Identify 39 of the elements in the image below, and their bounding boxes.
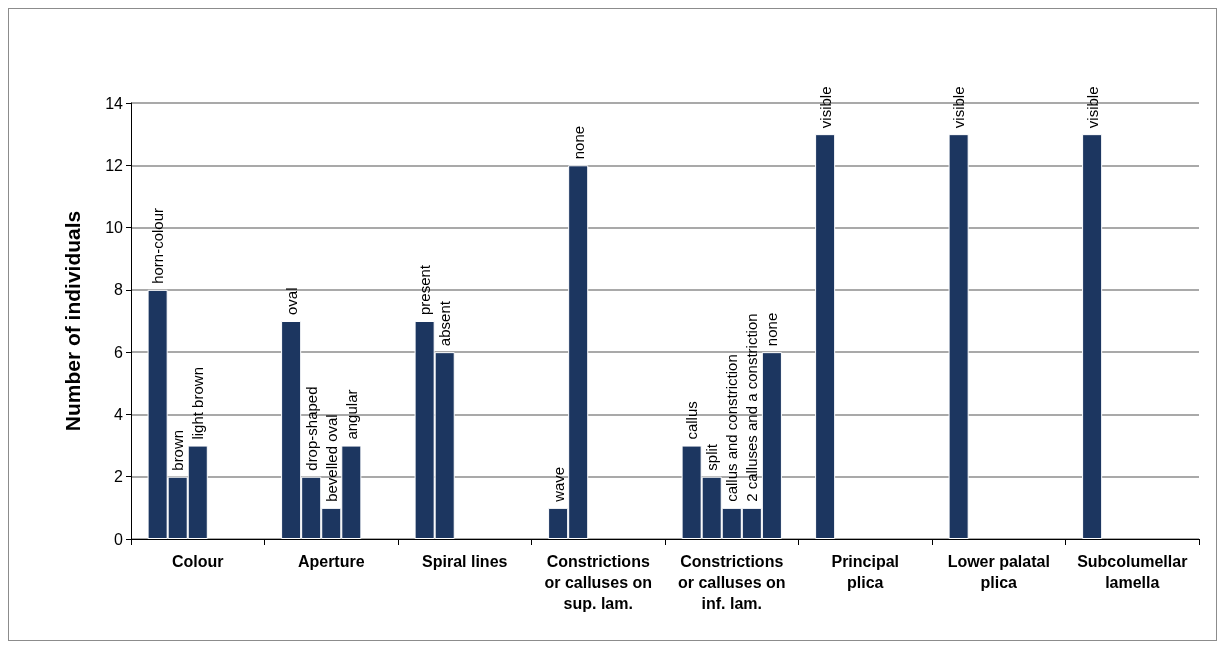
x-tick-label: Constrictions or calluses on inf. lam. (677, 553, 786, 612)
x-tick-label: Colour (171, 553, 224, 570)
bar (1082, 134, 1103, 539)
annotation: callus and constriction (723, 354, 741, 502)
annotation: 2 calluses and a constriction (743, 313, 761, 502)
y-tick-label: 4 (114, 405, 124, 423)
y-tick-label: 6 (114, 343, 124, 361)
x-tick-label: Spiral lines (422, 553, 508, 570)
annotation: split (703, 443, 721, 471)
annotation: brown (169, 429, 187, 471)
bar (815, 134, 836, 539)
annotation: visible (950, 86, 968, 129)
annotation: visible (1083, 86, 1101, 129)
y-tick-label: 12 (105, 156, 124, 174)
y-tick-label: 2 (114, 468, 124, 486)
y-axis-title: Number of individuals (61, 210, 84, 432)
x-tick-label: Constrictions or calluses on sup. lam. (544, 553, 653, 612)
annotation: drop-shaped (302, 386, 320, 471)
annotation: oval (282, 287, 300, 315)
annotation: none (763, 312, 781, 347)
y-tick-label: 10 (105, 219, 124, 237)
annotation: angular (342, 389, 360, 440)
x-tick-label: Subcolumellar lamella (1077, 553, 1188, 591)
annotation: present (416, 264, 434, 315)
x-tick-label: Principal plica (831, 553, 900, 591)
annotation: bevelled oval (322, 414, 340, 502)
annotation: horn-colour (149, 207, 167, 284)
annotation: absent (436, 300, 454, 347)
y-tick-label: 0 (114, 530, 124, 548)
annotation: wave (549, 466, 567, 503)
y-tick-label: 14 (105, 94, 124, 112)
x-tick-label: Aperture (297, 553, 365, 570)
annotation: light brown (189, 367, 207, 440)
annotation: callus (683, 401, 701, 440)
x-tick-label: Lower palatal plica (947, 553, 1050, 591)
y-tick-label: 8 (114, 281, 124, 299)
annotation: none (569, 125, 587, 160)
bar (948, 134, 969, 539)
annotation: visible (816, 86, 834, 129)
